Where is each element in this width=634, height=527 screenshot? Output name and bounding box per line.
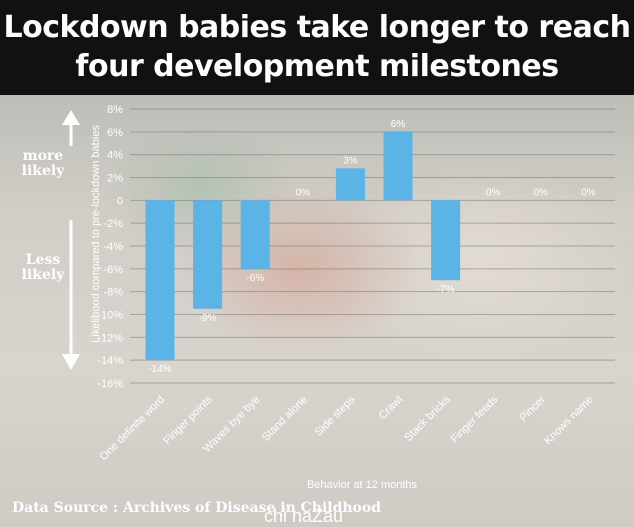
y-tick-label: -14%: [97, 355, 123, 367]
x-axis-label: Behavior at 12 months: [307, 479, 418, 491]
gridlines: [130, 108, 615, 384]
y-tick-label: 8%: [107, 104, 123, 116]
category-label: Stand alone: [260, 394, 310, 444]
up-arrow-icon: [62, 110, 80, 146]
y-tick-label: 6%: [107, 127, 123, 139]
data-label: 3%: [343, 155, 358, 166]
category-label: Finger feeds: [449, 393, 501, 445]
data-label: 0%: [581, 187, 596, 198]
y-tick-label: -10%: [97, 310, 123, 322]
category-label: Crawl: [377, 394, 405, 422]
bar: [383, 131, 413, 201]
down-arrow-icon: [62, 220, 80, 370]
y-tick-label: -8%: [103, 287, 123, 299]
y-tick-label: -6%: [103, 264, 123, 276]
y-tick-labels: 8% 6% 4% 2% 0 -2% -4% -6% -8% -10% -12% -14% -16%: [97, 104, 123, 390]
bar: [240, 200, 270, 269]
y-tick-label: 2%: [107, 173, 123, 185]
data-label: -9%: [199, 313, 217, 324]
y-tick-label: -16%: [97, 378, 123, 390]
more-likely-line-1: more: [23, 148, 64, 164]
watermark: chi naZau: [264, 506, 344, 526]
y-tick-label: -12%: [97, 332, 123, 344]
data-label: 0%: [296, 187, 311, 198]
bar: [335, 168, 365, 201]
category-label: Side steps: [313, 393, 358, 438]
data-label: -7%: [437, 284, 455, 295]
data-label: 6%: [391, 119, 406, 130]
data-label: 0%: [534, 187, 549, 198]
title-line-1: Lockdown babies take longer to reach: [3, 10, 631, 45]
bar: [431, 200, 461, 281]
category-label: Stack bricks: [402, 393, 453, 444]
title-bar: Lockdown babies take longer to reach fou…: [0, 0, 634, 95]
bars: [145, 131, 461, 361]
category-label: Knows name: [542, 394, 595, 447]
y-tick-label: -4%: [103, 241, 123, 253]
title-line-2: four development milestones: [75, 49, 559, 84]
y-tick-label: 0: [117, 195, 123, 207]
data-source: Data Source : Archives of Disease in Chi…: [12, 500, 382, 516]
data-label: -14%: [148, 364, 171, 375]
bar: [145, 200, 175, 361]
data-label: -6%: [246, 273, 264, 284]
bar: [193, 200, 223, 309]
category-label: Finger points: [161, 393, 215, 447]
data-label: 0%: [486, 187, 501, 198]
category-label: One definite word: [98, 394, 167, 463]
y-axis-label: Likelihood compared to pre-lockdown babi…: [90, 125, 102, 343]
more-likely-line-2: likely: [22, 163, 66, 179]
y-tick-label: -2%: [103, 218, 123, 230]
less-likely-line-1: Less: [26, 252, 61, 268]
data-labels: -14% -9% -6% 0% 3% 6% -7% 0% 0% 0%: [148, 119, 595, 375]
less-likely-line-2: likely: [22, 267, 66, 283]
category-label: Pincer: [517, 393, 548, 424]
chart-title: Lockdown babies take longer to reach fou…: [0, 8, 634, 86]
y-tick-label: 4%: [107, 150, 123, 162]
